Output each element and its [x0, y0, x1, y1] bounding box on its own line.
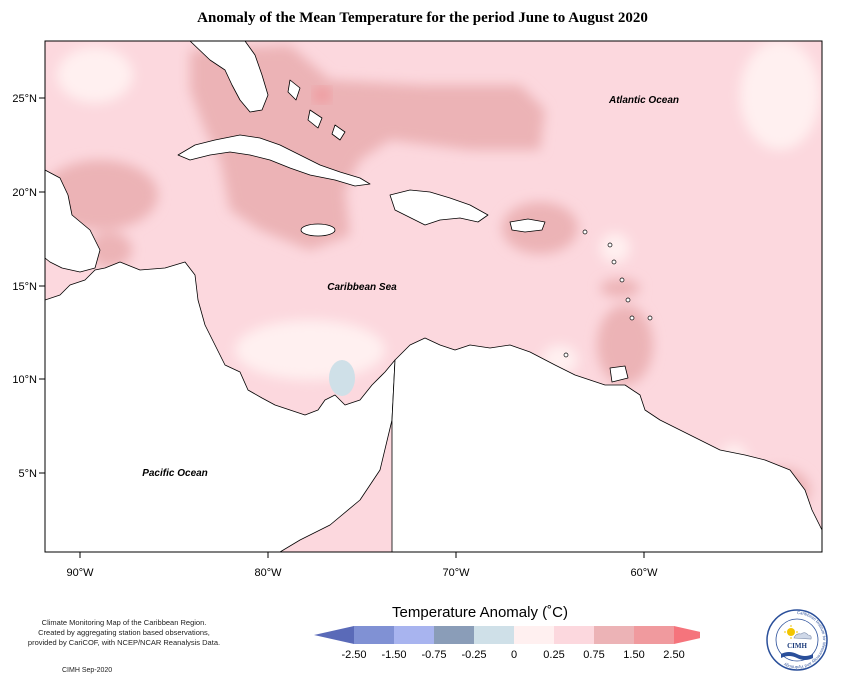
legend-title: Temperature Anomaly (˚C) — [392, 604, 568, 621]
latitude-axis: 25°N 20°N 15°N 10°N 5°N — [12, 93, 45, 480]
label-caribbean-sea: Caribbean Sea — [327, 282, 397, 293]
credit-line: Climate Monitoring Map of the Caribbean … — [41, 618, 207, 627]
land-south-america — [391, 337, 822, 552]
anomaly-patch-cool — [329, 360, 355, 396]
longitude-axis: 90°W 80°W 70°W 60°W — [66, 552, 658, 579]
wave-icon — [781, 652, 813, 660]
land-bahamas — [307, 109, 323, 129]
credits-block: Climate Monitoring Map of the Caribbean … — [14, 618, 234, 648]
anomaly-patch-warm — [597, 305, 653, 385]
legend-label: 1.50 — [623, 649, 644, 661]
lat-tick-label: 15°N — [12, 281, 37, 293]
legend-label: -1.50 — [381, 649, 406, 661]
anomaly-patch-low — [600, 233, 630, 263]
land-trinidad — [609, 365, 629, 383]
land-small-island — [625, 297, 631, 303]
legend-swatch — [554, 626, 594, 644]
land-small-island — [629, 315, 635, 321]
map-frame — [44, 40, 823, 553]
color-legend: -2.50 -1.50 -0.75 -0.25 0 0.25 0.75 1.50 2.50 — [314, 626, 700, 661]
credit-line: Created by aggregating station based obs… — [38, 628, 210, 637]
land-small-island — [607, 242, 613, 248]
lon-tick-label: 80°W — [254, 567, 282, 579]
legend-swatch — [594, 626, 634, 644]
sun-icon — [784, 625, 798, 639]
legend-swatch — [674, 626, 700, 644]
map-title: Anomaly of the Mean Temperature for the … — [197, 10, 648, 26]
cimh-logo: Caribbean Institute for Meteorology and … — [766, 609, 828, 671]
lat-tick-label: 20°N — [12, 187, 37, 199]
anomaly-patch-low — [235, 320, 385, 380]
anomaly-patch-warm — [600, 279, 640, 297]
land-cuba — [177, 134, 371, 187]
legend-swatch — [394, 626, 434, 644]
lon-tick-label: 70°W — [442, 567, 470, 579]
land-central-america — [45, 261, 396, 552]
lat-tick-label: 10°N — [12, 374, 37, 386]
land-puerto-rico — [509, 218, 546, 233]
label-atlantic-ocean: Atlantic Ocean — [608, 95, 679, 106]
land-small-island — [611, 259, 617, 265]
legend-label: 0.75 — [583, 649, 604, 661]
legend-label: 2.50 — [663, 649, 684, 661]
legend-swatch — [354, 626, 394, 644]
lat-tick-label: 25°N — [12, 93, 37, 105]
land-small-island — [647, 315, 653, 321]
legend-swatch — [474, 626, 514, 644]
legend-label: 0 — [511, 649, 517, 661]
legend-swatch — [514, 626, 554, 644]
land-small-island — [619, 277, 625, 283]
land-jamaica — [300, 223, 336, 237]
label-pacific-ocean: Pacific Ocean — [142, 468, 208, 479]
land-yucatan — [45, 169, 101, 273]
land-bahamas — [331, 124, 346, 141]
lon-tick-label: 60°W — [630, 567, 658, 579]
anomaly-patch-warm — [190, 45, 545, 250]
legend-label: -0.75 — [421, 649, 446, 661]
land-bahamas — [287, 79, 301, 101]
cloud-icon — [793, 632, 812, 640]
legend-swatch — [634, 626, 674, 644]
legend-label: -0.25 — [461, 649, 486, 661]
legend-swatch — [314, 626, 354, 644]
land-small-island — [582, 229, 588, 235]
anomaly-patch-low — [57, 47, 133, 103]
logo-text: CIMH — [787, 642, 807, 650]
issued-by: CIMH Sep-2020 — [62, 667, 113, 674]
lat-tick-label: 5°N — [19, 468, 38, 480]
legend-label: 0.25 — [543, 649, 564, 661]
legend-label: -2.50 — [341, 649, 366, 661]
land-hispaniola — [389, 189, 489, 226]
anomaly-patch-hot — [313, 87, 331, 103]
land-florida — [189, 41, 269, 113]
credit-line: provided by CariCOF, with NCEP/NCAR Rean… — [27, 638, 221, 647]
anomaly-patch-warm — [88, 232, 132, 268]
lon-tick-label: 90°W — [66, 567, 94, 579]
legend-swatch — [434, 626, 474, 644]
anomaly-patch-warm — [45, 160, 158, 230]
anomaly-patch-low — [740, 41, 820, 150]
land-small-island — [563, 352, 569, 358]
